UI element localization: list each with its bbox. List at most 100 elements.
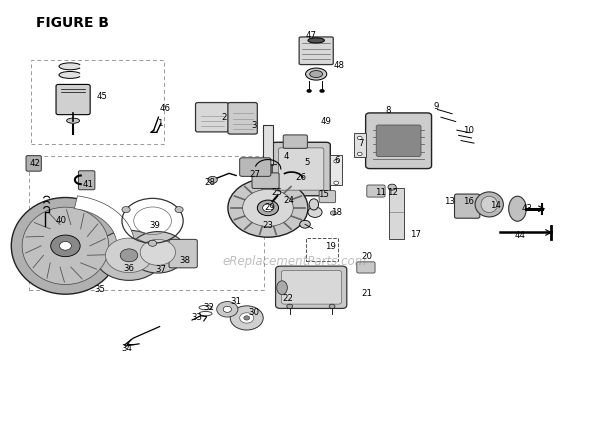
Ellipse shape bbox=[59, 71, 81, 78]
Text: 37: 37 bbox=[155, 265, 166, 274]
Text: 14: 14 bbox=[490, 201, 501, 210]
Circle shape bbox=[60, 242, 71, 250]
Circle shape bbox=[330, 211, 336, 215]
Ellipse shape bbox=[80, 73, 83, 77]
Text: 2: 2 bbox=[222, 113, 227, 122]
Circle shape bbox=[287, 304, 293, 308]
Ellipse shape bbox=[67, 118, 80, 123]
FancyBboxPatch shape bbox=[169, 239, 197, 268]
Text: 25: 25 bbox=[272, 188, 283, 197]
Circle shape bbox=[320, 89, 325, 93]
FancyBboxPatch shape bbox=[367, 185, 385, 197]
Ellipse shape bbox=[11, 197, 120, 294]
Text: 44: 44 bbox=[514, 231, 525, 240]
Text: 17: 17 bbox=[410, 230, 421, 239]
Text: 15: 15 bbox=[318, 191, 329, 200]
Circle shape bbox=[208, 176, 217, 183]
Text: 30: 30 bbox=[248, 308, 259, 317]
Circle shape bbox=[300, 220, 310, 228]
Circle shape bbox=[217, 301, 238, 317]
Circle shape bbox=[358, 152, 362, 155]
Text: 40: 40 bbox=[55, 216, 66, 225]
Text: 8: 8 bbox=[385, 106, 391, 115]
Text: 35: 35 bbox=[94, 285, 105, 294]
Text: 28: 28 bbox=[204, 178, 215, 187]
Text: 12: 12 bbox=[386, 188, 398, 197]
Text: 13: 13 bbox=[444, 197, 455, 206]
Ellipse shape bbox=[277, 281, 287, 294]
Circle shape bbox=[230, 306, 263, 330]
FancyBboxPatch shape bbox=[278, 148, 324, 190]
Ellipse shape bbox=[309, 199, 319, 210]
Text: 46: 46 bbox=[160, 104, 171, 113]
Circle shape bbox=[334, 181, 339, 184]
FancyBboxPatch shape bbox=[454, 194, 480, 218]
FancyBboxPatch shape bbox=[263, 125, 273, 165]
Text: 24: 24 bbox=[284, 196, 294, 205]
Text: 11: 11 bbox=[375, 188, 386, 197]
Text: 39: 39 bbox=[149, 221, 160, 229]
FancyBboxPatch shape bbox=[78, 171, 95, 190]
Circle shape bbox=[223, 306, 231, 312]
Circle shape bbox=[130, 232, 186, 273]
Text: 48: 48 bbox=[334, 61, 345, 70]
FancyBboxPatch shape bbox=[283, 135, 307, 149]
Circle shape bbox=[51, 235, 80, 257]
Text: 33: 33 bbox=[191, 313, 202, 323]
Text: 16: 16 bbox=[463, 197, 474, 206]
Text: 31: 31 bbox=[231, 297, 242, 306]
Text: 7: 7 bbox=[358, 139, 363, 148]
Circle shape bbox=[329, 304, 335, 308]
Circle shape bbox=[308, 207, 322, 217]
Circle shape bbox=[149, 240, 157, 246]
Ellipse shape bbox=[59, 63, 81, 70]
Text: 5: 5 bbox=[304, 158, 310, 167]
Text: 3: 3 bbox=[251, 121, 257, 130]
Text: 9: 9 bbox=[434, 102, 439, 111]
Text: 23: 23 bbox=[263, 221, 273, 229]
Text: 19: 19 bbox=[325, 242, 336, 251]
Circle shape bbox=[95, 230, 163, 281]
Ellipse shape bbox=[310, 71, 323, 78]
FancyBboxPatch shape bbox=[272, 142, 330, 196]
Text: 45: 45 bbox=[96, 92, 107, 101]
Ellipse shape bbox=[306, 68, 327, 80]
Text: 32: 32 bbox=[203, 303, 214, 312]
Circle shape bbox=[244, 316, 250, 320]
Text: 42: 42 bbox=[30, 159, 40, 168]
Text: 1: 1 bbox=[157, 119, 162, 128]
Circle shape bbox=[122, 207, 130, 213]
Text: eReplacementParts.com: eReplacementParts.com bbox=[223, 255, 367, 268]
Text: FIGURE B: FIGURE B bbox=[36, 16, 109, 30]
Wedge shape bbox=[74, 196, 135, 263]
FancyBboxPatch shape bbox=[228, 103, 257, 134]
FancyBboxPatch shape bbox=[357, 262, 375, 273]
FancyBboxPatch shape bbox=[276, 266, 347, 308]
Text: 26: 26 bbox=[296, 173, 306, 182]
Text: 38: 38 bbox=[179, 256, 191, 265]
Text: 22: 22 bbox=[283, 294, 293, 303]
Ellipse shape bbox=[80, 64, 83, 68]
Circle shape bbox=[242, 189, 293, 226]
Text: 21: 21 bbox=[361, 289, 372, 298]
FancyBboxPatch shape bbox=[376, 125, 421, 156]
Circle shape bbox=[106, 238, 153, 273]
Circle shape bbox=[263, 204, 273, 212]
Bar bbox=[31, 60, 164, 144]
Circle shape bbox=[228, 178, 308, 237]
Ellipse shape bbox=[481, 196, 497, 213]
Bar bbox=[29, 156, 264, 290]
Text: 27: 27 bbox=[250, 170, 260, 179]
FancyBboxPatch shape bbox=[252, 173, 279, 188]
Ellipse shape bbox=[22, 207, 109, 284]
Ellipse shape bbox=[475, 192, 503, 217]
Circle shape bbox=[257, 200, 278, 216]
FancyBboxPatch shape bbox=[240, 158, 271, 176]
Circle shape bbox=[240, 313, 254, 323]
FancyBboxPatch shape bbox=[56, 84, 90, 115]
FancyBboxPatch shape bbox=[299, 37, 333, 65]
Ellipse shape bbox=[308, 38, 325, 43]
Text: 10: 10 bbox=[463, 126, 474, 135]
Circle shape bbox=[175, 207, 183, 213]
Circle shape bbox=[120, 249, 138, 262]
